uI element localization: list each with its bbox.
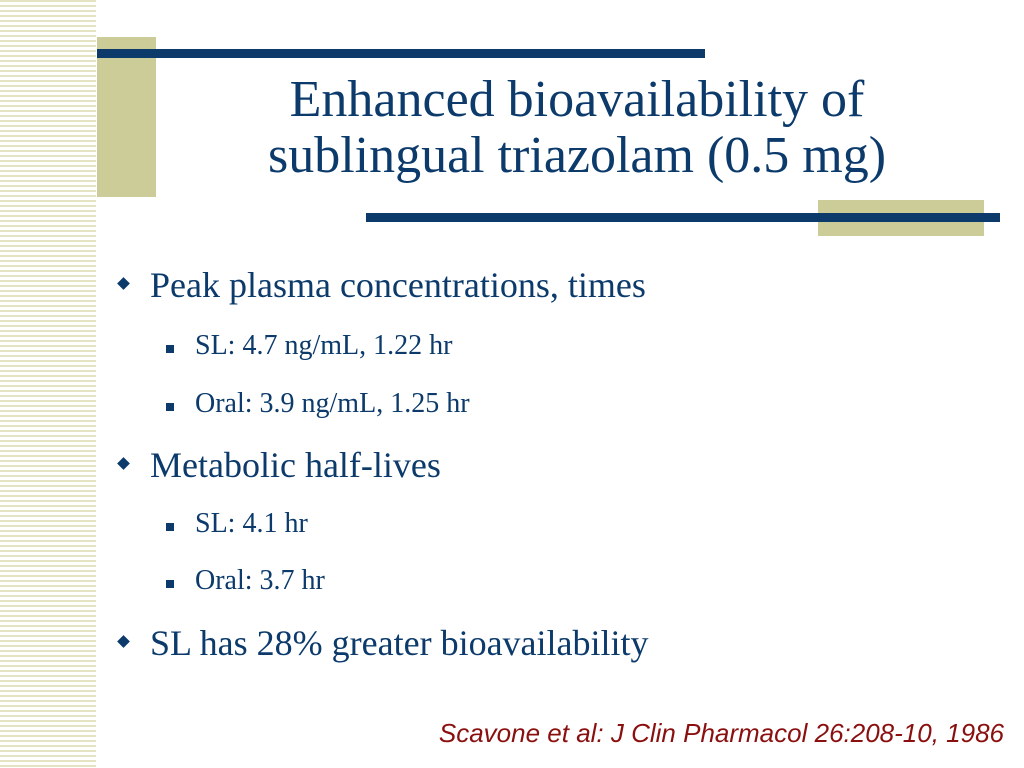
bullet-item: Peak plasma concentrations, times (150, 265, 646, 305)
square-bullet-icon (166, 580, 174, 588)
diamond-bullet-icon (117, 635, 130, 648)
diamond-bullet-icon (117, 277, 130, 290)
slide-title-line-2: sublingual triazolam (0.5 mg) (267, 127, 887, 184)
bullet-item: SL has 28% greater bioavailability (150, 623, 649, 663)
slide-title: Enhanced bioavailability of sublingual t… (156, 72, 998, 184)
sub-bullet-item: Oral: 3.7 hr (195, 565, 325, 596)
sub-bullet-item: Oral: 3.9 ng/mL, 1.25 hr (195, 388, 470, 419)
square-bullet-icon (166, 403, 174, 411)
square-bullet-icon (166, 345, 174, 353)
title-top-rule (97, 49, 705, 58)
title-bottom-rule (366, 213, 1000, 222)
diamond-bullet-icon (117, 457, 130, 470)
square-bullet-icon (166, 523, 174, 531)
bullet-item: Metabolic half-lives (150, 445, 441, 485)
sub-bullet-item: SL: 4.1 hr (195, 508, 308, 539)
citation: Scavone et al: J Clin Pharmacol 26:208-1… (438, 718, 1004, 748)
slide-title-line-1: Enhanced bioavailability of (289, 71, 865, 128)
striped-sidebar-decoration (0, 0, 96, 768)
accent-block-left (97, 37, 156, 197)
sub-bullet-item: SL: 4.7 ng/mL, 1.22 hr (195, 330, 453, 361)
